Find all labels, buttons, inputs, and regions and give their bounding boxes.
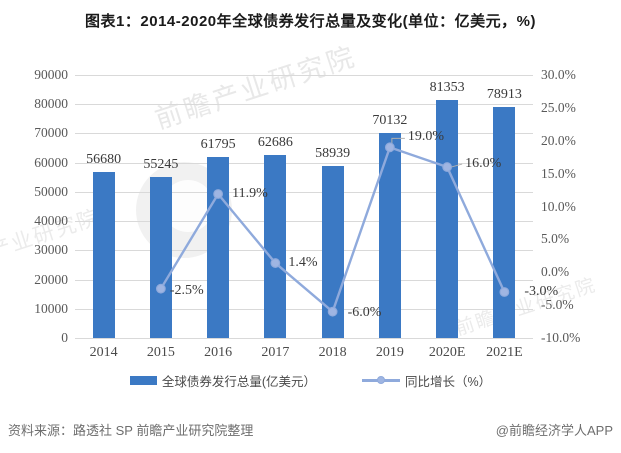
y-axis-tick-left: 30000	[34, 242, 68, 258]
line-point-label: -3.0%	[524, 283, 559, 299]
x-axis-tick: 2020E	[428, 345, 466, 360]
bar	[149, 176, 172, 338]
y-axis-tick-right: -10.0%	[541, 330, 581, 345]
footer: 资料来源：路透社 SP 前瞻产业研究院整理 @前瞻经济学人APP	[0, 420, 621, 439]
y-axis-tick-right: 10.0%	[541, 198, 576, 214]
x-axis-tick: 2017	[261, 345, 290, 360]
y-axis-tick-left: 0	[61, 330, 68, 345]
bar-value-label: 70132	[372, 113, 408, 129]
y-axis-tick-right: 30.0%	[541, 67, 576, 82]
x-axis-tick: 2021E	[486, 345, 523, 360]
bar	[207, 157, 230, 338]
line-point-label: -2.5%	[169, 282, 204, 298]
gridline	[75, 279, 533, 281]
gridline	[75, 133, 533, 135]
bar	[493, 107, 516, 338]
bar	[92, 172, 115, 338]
y-axis-tick-left: 10000	[34, 300, 68, 316]
gridline	[75, 338, 533, 339]
line-point-label: 11.9%	[232, 186, 268, 201]
gridline	[75, 221, 533, 223]
line-series-swatch	[362, 376, 401, 385]
line-point-label: 19.0%	[407, 129, 445, 145]
bar-value-label: 81353	[429, 80, 465, 96]
legend-label: 同比增长（%）	[405, 374, 492, 389]
y-axis-tick-left: 60000	[34, 154, 68, 170]
line-point-label: -6.0%	[347, 304, 382, 320]
gridline	[75, 75, 533, 76]
x-axis-tick: 2015	[146, 345, 175, 360]
legend-item-line-series: 同比增长（%）	[362, 371, 491, 390]
bar-value-label: 58939	[315, 145, 351, 161]
y-axis-tick-right: 20.0%	[541, 132, 576, 148]
source-note: 资料来源：路透社 SP 前瞻产业研究院整理	[8, 423, 254, 438]
bar	[321, 165, 344, 338]
y-axis-tick-left: 90000	[34, 67, 68, 82]
brand-credit: @前瞻经济学人APP	[495, 423, 613, 438]
legend-label: 全球债券发行总量(亿美元）	[161, 374, 317, 389]
y-axis-tick-left: 80000	[34, 96, 68, 112]
y-axis-tick-left: 50000	[34, 183, 68, 199]
bar-value-label: 62686	[257, 134, 293, 150]
legend: 全球债券发行总量(亿美元） 同比增长（%）	[0, 371, 621, 389]
gridline	[75, 250, 533, 252]
x-axis-tick: 2018	[318, 345, 347, 360]
line-point-label: 16.0%	[465, 156, 502, 172]
y-axis-tick-right: 0.0%	[541, 264, 570, 280]
legend-item-bar-series: 全球债券发行总量(亿美元）	[129, 371, 317, 390]
gridline	[75, 308, 533, 310]
y-axis-tick-right: 25.0%	[541, 99, 576, 115]
bar	[378, 133, 401, 338]
y-axis-tick-left: 20000	[34, 271, 68, 287]
line-point-label: 1.4%	[288, 255, 318, 271]
gridline	[75, 104, 533, 106]
y-axis-tick-left: 70000	[34, 125, 68, 141]
y-axis-tick-left: 40000	[34, 213, 68, 229]
bar-series-swatch	[129, 375, 157, 385]
gridline	[75, 191, 533, 193]
y-axis-tick-right: 5.0%	[541, 231, 570, 247]
x-axis-tick: 2019	[375, 345, 404, 360]
bar	[264, 154, 287, 338]
chart-title: 图表1：2014-2020年全球债券发行总量及变化(单位：亿美元，%)	[85, 13, 536, 30]
x-axis-tick: 2016	[204, 345, 233, 360]
x-axis-tick: 2014	[89, 345, 118, 360]
y-axis-tick-right: 15.0%	[541, 165, 576, 181]
bar-value-label: 56680	[86, 152, 122, 168]
y-axis-tick-right: -5.0%	[541, 297, 574, 313]
bar-value-label: 61795	[200, 137, 236, 153]
bar-value-label: 55245	[143, 156, 179, 172]
bar-value-label: 78913	[486, 87, 522, 103]
